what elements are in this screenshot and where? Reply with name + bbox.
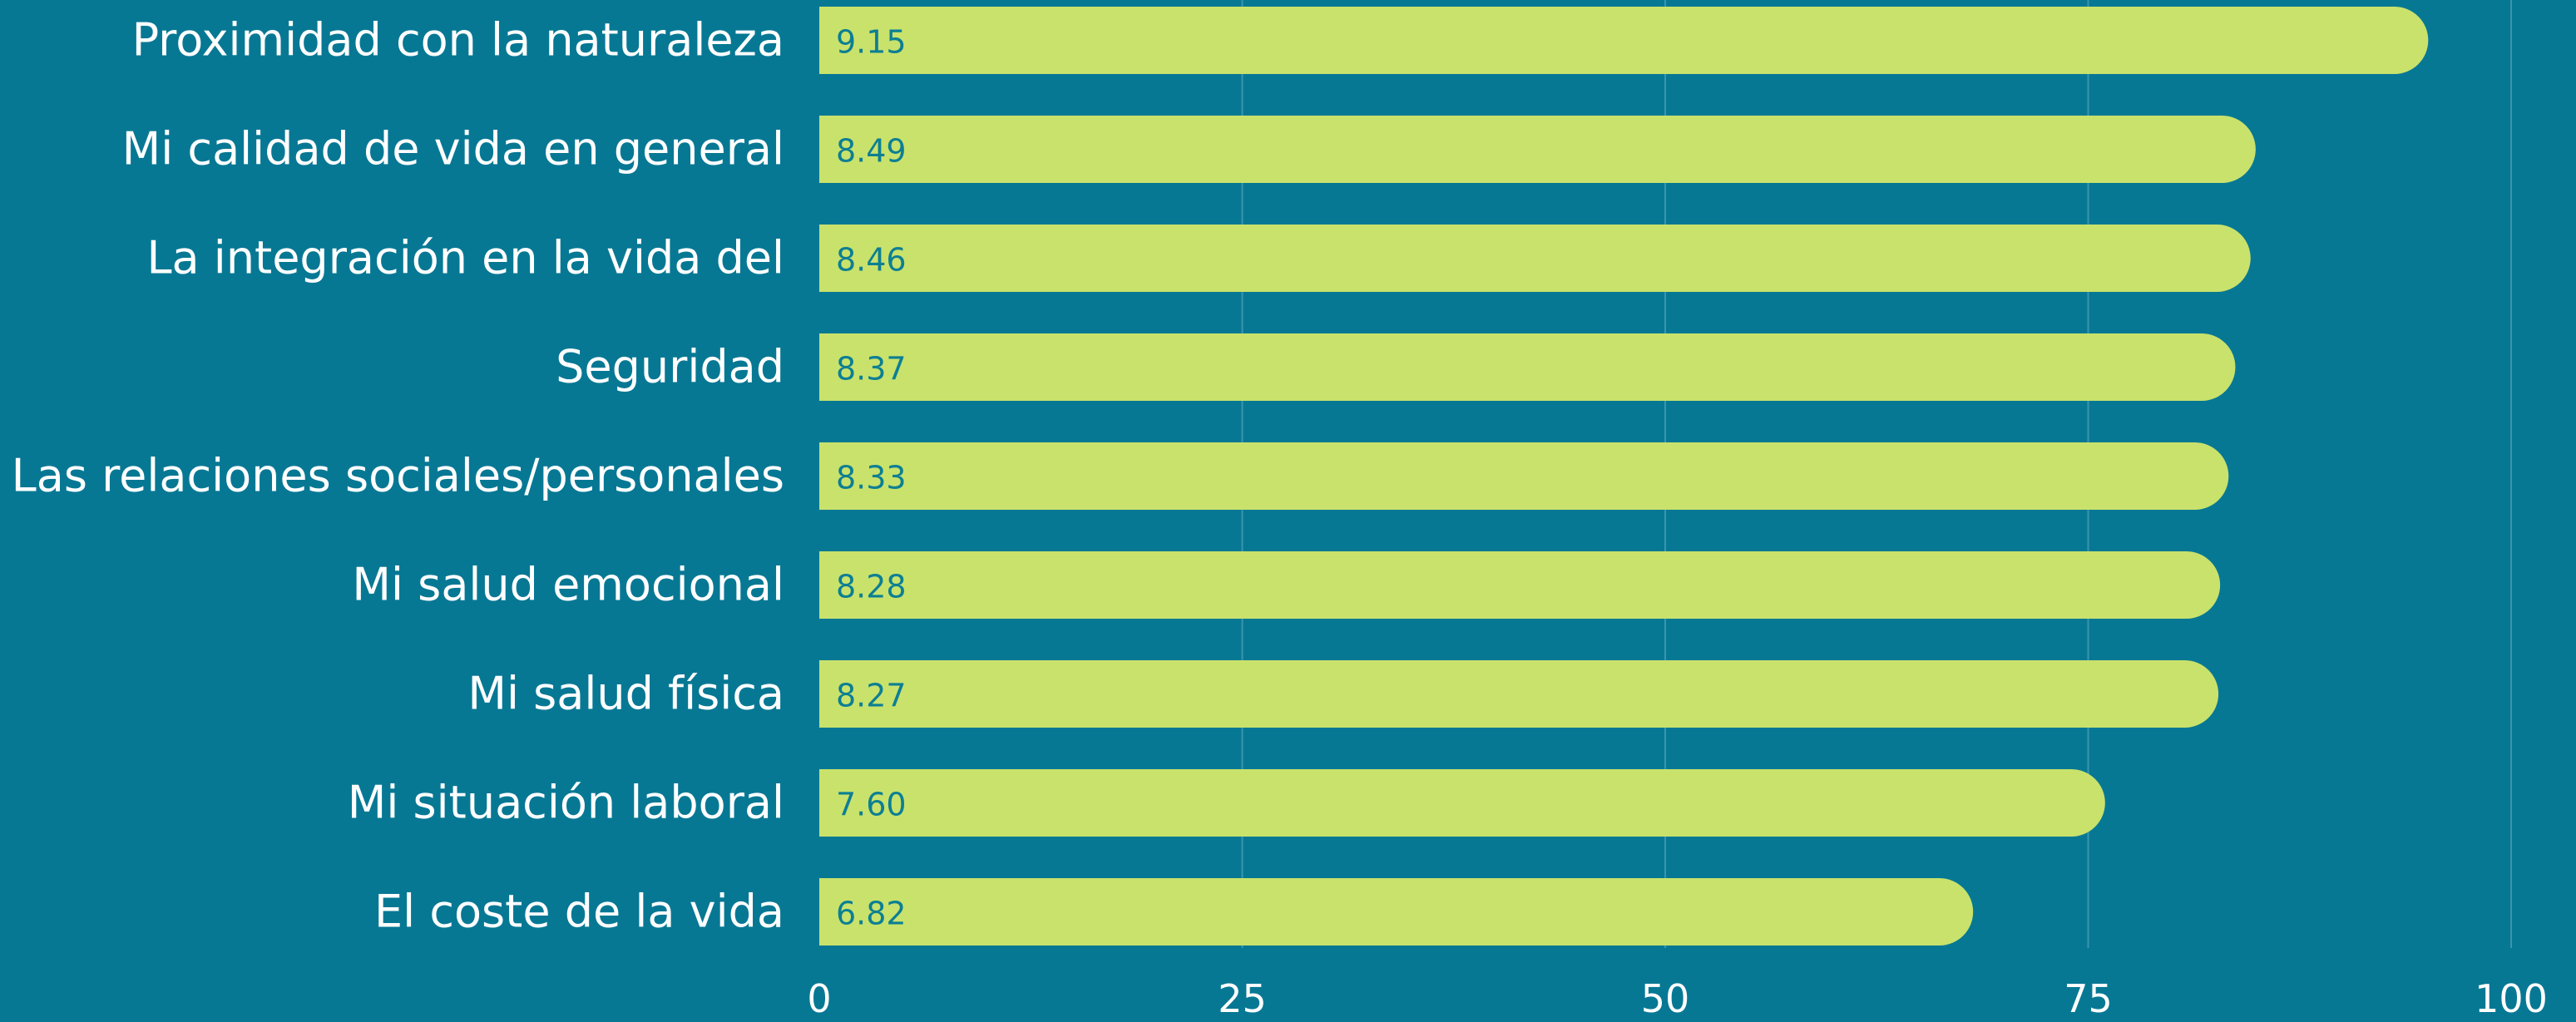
bar-5 [819,551,2221,619]
x-tick-label: 50 [1641,976,1690,1021]
x-tick-label: 75 [2064,976,2113,1021]
bar-0 [819,7,2429,75]
value-label: 8.27 [836,678,907,714]
bar-6 [819,660,2219,728]
category-label: Mi salud emocional [352,559,784,611]
value-label: 8.37 [836,351,907,388]
value-label: 8.33 [836,460,907,496]
category-labels: Proximidad con la naturaleza Mi calidad d… [12,14,784,938]
value-label: 9.15 [836,24,907,61]
value-label: 8.49 [836,133,907,170]
category-label: Mi situación laboral [348,777,784,829]
bar-8 [819,878,1974,945]
bar-4 [819,442,2229,510]
value-labels: 9.15 8.49 8.46 8.37 8.33 8.28 8.27 7.60 6.82 [836,24,907,932]
value-label: 8.46 [836,242,907,279]
x-tick-label: 25 [1218,976,1267,1021]
category-label: El coste de la vida [374,886,784,938]
x-axis-ticks: 0 25 50 75 100 [807,976,2548,1021]
category-label: Seguridad [556,341,784,393]
x-tick-label: 100 [2475,976,2548,1021]
category-label: La integración en la vida del [146,232,784,284]
value-label: 6.82 [836,896,907,932]
x-tick-label: 0 [807,976,831,1021]
bar-2 [819,225,2251,292]
bar-3 [819,333,2236,401]
category-label: Proximidad con la naturaleza [132,14,784,67]
value-label: 7.60 [836,787,907,823]
category-label: Mi calidad de vida en general [122,123,784,175]
bar-7 [819,769,2105,837]
category-label: Mi salud física [467,668,784,720]
category-label: Las relaciones sociales/personales [12,450,784,502]
value-label: 8.28 [836,569,907,605]
bar-1 [819,116,2256,183]
bars [819,7,2429,945]
